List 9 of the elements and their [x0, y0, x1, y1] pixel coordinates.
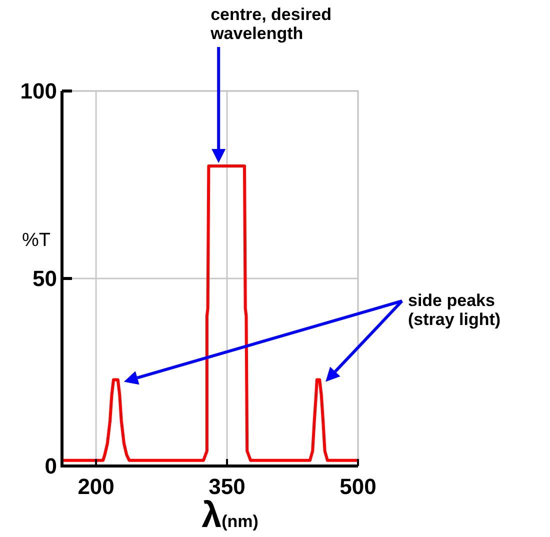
text: centre, desired wavelength — [210, 5, 332, 43]
text: side peaks (stray light) — [408, 291, 501, 329]
y-axis-title: %T — [22, 230, 51, 251]
x-tick-label: 200 — [78, 474, 114, 499]
x-tick-label: 500 — [340, 474, 376, 499]
line-series — [60, 164, 360, 462]
y-tick-label: 0 — [44, 454, 57, 478]
y-tick-label: 100 — [20, 78, 57, 104]
y-tick-label: 50 — [32, 266, 57, 291]
